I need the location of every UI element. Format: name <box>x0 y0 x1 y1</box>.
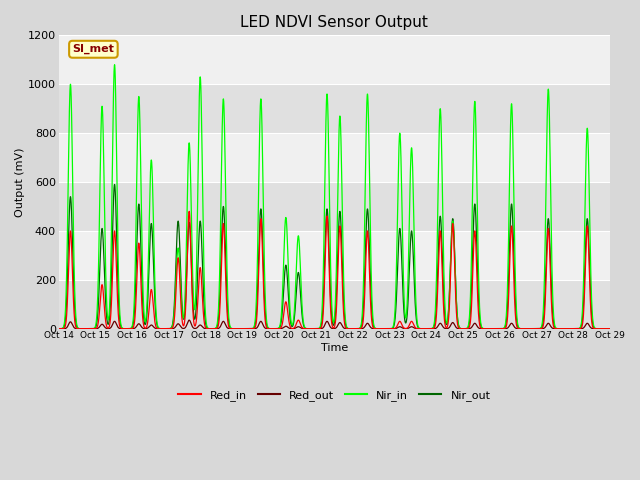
Legend: Red_in, Red_out, Nir_in, Nir_out: Red_in, Red_out, Nir_in, Nir_out <box>174 385 495 405</box>
Bar <box>59 231 610 280</box>
Bar <box>59 133 610 182</box>
Title: LED NDVI Sensor Output: LED NDVI Sensor Output <box>241 15 428 30</box>
Bar <box>59 182 610 231</box>
Bar <box>59 36 610 84</box>
X-axis label: Time: Time <box>321 343 348 353</box>
Text: SI_met: SI_met <box>72 44 115 54</box>
Y-axis label: Output (mV): Output (mV) <box>15 147 25 217</box>
Bar <box>59 280 610 329</box>
Bar <box>59 84 610 133</box>
